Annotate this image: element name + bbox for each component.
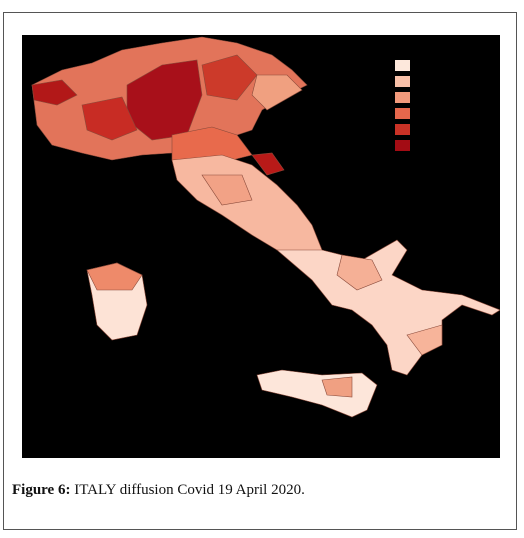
caption-text: ITALY diffusion Covid 19 April 2020.	[74, 482, 305, 498]
legend-swatch	[395, 108, 410, 119]
legend	[395, 60, 410, 151]
legend-swatch	[395, 92, 410, 103]
figure-frame	[3, 12, 517, 530]
figure-label: Figure 6:	[12, 482, 71, 498]
map	[22, 35, 500, 458]
legend-swatch	[395, 140, 410, 151]
regions	[31, 36, 500, 418]
legend-swatch	[395, 124, 410, 135]
figure-caption: Figure 6: ITALY diffusion Covid 19 April…	[12, 482, 305, 499]
legend-swatch	[395, 76, 410, 87]
legend-swatch	[395, 60, 410, 71]
